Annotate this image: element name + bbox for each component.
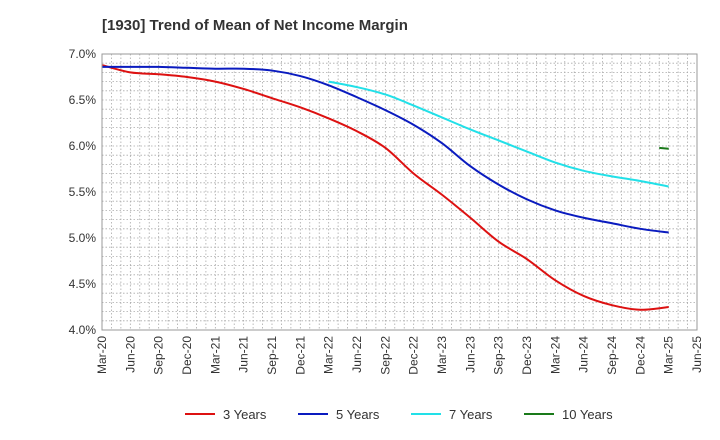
x-axis-ticks: Mar-20 Jun-20 Sep-20 Dec-20 Mar-21 Jun-21 Sep-… — [95, 336, 704, 375]
y-tick-label: 4.0% — [69, 323, 97, 337]
x-tick-label: Dec-22 — [407, 336, 421, 375]
x-tick-label: Jun-20 — [123, 336, 137, 373]
legend-label: 7 Years — [449, 407, 493, 422]
x-tick-label: Dec-24 — [633, 336, 647, 375]
legend-item: 5 Years — [298, 407, 380, 422]
x-tick-label: Jun-22 — [350, 336, 364, 373]
series-line-7-years — [328, 80, 669, 188]
series-line-10-years — [659, 146, 669, 150]
series-layer — [101, 64, 669, 311]
x-tick-label: Dec-21 — [293, 336, 307, 375]
x-tick-label: Jun-24 — [577, 336, 591, 373]
x-tick-label: Dec-23 — [520, 336, 534, 375]
x-tick-label: Sep-21 — [265, 336, 279, 375]
x-tick-label: Mar-21 — [208, 336, 222, 374]
x-tick-label: Mar-22 — [322, 336, 336, 374]
y-tick-label: 7.0% — [69, 47, 97, 61]
legend: 3 Years 5 Years 7 Years 10 Years — [185, 407, 613, 422]
x-tick-label: Mar-24 — [548, 336, 562, 374]
x-tick-label: Jun-21 — [237, 336, 251, 373]
x-tick-label: Dec-20 — [180, 336, 194, 375]
legend-item: 3 Years — [185, 407, 267, 422]
x-tick-label: Sep-22 — [378, 336, 392, 375]
x-tick-label: Sep-24 — [605, 336, 619, 375]
x-tick-label: Mar-20 — [95, 336, 109, 374]
legend-label: 5 Years — [336, 407, 380, 422]
series-line-5-years — [101, 65, 669, 234]
x-tick-label: Mar-23 — [435, 336, 449, 374]
legend-label: 10 Years — [562, 407, 613, 422]
y-tick-label: 4.5% — [69, 277, 97, 291]
y-axis-ticks: 4.0% 4.5% 5.0% 5.5% 6.0% 6.5% 7.0% — [69, 47, 97, 337]
y-tick-label: 6.0% — [69, 139, 97, 153]
legend-item: 7 Years — [411, 407, 493, 422]
x-tick-label: Jun-25 — [690, 336, 704, 373]
y-tick-label: 5.5% — [69, 185, 97, 199]
series-line-3-years — [101, 64, 669, 311]
chart-title: [1930] Trend of Mean of Net Income Margi… — [102, 17, 408, 34]
y-tick-label: 5.0% — [69, 231, 97, 245]
y-tick-label: 6.5% — [69, 93, 97, 107]
legend-label: 3 Years — [223, 407, 267, 422]
plot-frame — [101, 53, 698, 331]
x-tick-label: Sep-23 — [492, 336, 506, 375]
legend-item: 10 Years — [524, 407, 613, 422]
x-tick-label: Sep-20 — [152, 336, 166, 375]
x-tick-label: Jun-23 — [463, 336, 477, 373]
grid — [102, 54, 697, 330]
x-tick-label: Mar-25 — [662, 336, 676, 374]
